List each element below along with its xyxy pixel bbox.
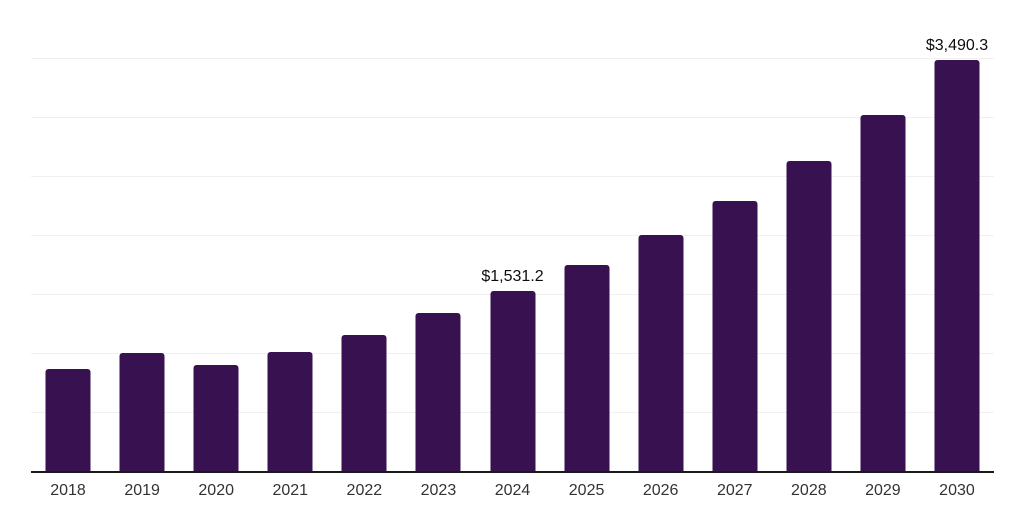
bar-slot: [550, 0, 624, 472]
gridline: [31, 176, 994, 177]
bar-2021: [267, 351, 313, 472]
bar-slot: [105, 0, 179, 472]
x-tick-label: 2027: [716, 482, 753, 499]
bar-2028: [786, 161, 832, 472]
x-tick-label: 2023: [420, 482, 457, 499]
bar-2026: [638, 235, 684, 472]
bar-value-label: $3,490.3: [925, 37, 989, 55]
bar-slot: $1,531.2: [475, 0, 549, 472]
bar-slot: [698, 0, 772, 472]
bar-slot: [624, 0, 698, 472]
gridline: [31, 235, 994, 236]
x-axis-line: [31, 471, 994, 473]
bar-2018: [45, 369, 91, 472]
x-tick-label: 2026: [642, 482, 679, 499]
bar-value-label: $1,531.2: [481, 268, 544, 286]
bar-2025: [564, 264, 610, 472]
bar-2023: [415, 313, 461, 472]
gridline: [31, 58, 994, 59]
bar-slot: [327, 0, 401, 472]
bar-slot: [846, 0, 920, 472]
bar-2024: [490, 291, 535, 472]
bar-slot: [401, 0, 475, 472]
x-tick-label: 2028: [791, 482, 827, 499]
bar-2020: [193, 365, 239, 472]
bar-slot: [772, 0, 846, 472]
x-tick-label: 2029: [865, 482, 901, 499]
bar-slot: [31, 0, 105, 472]
x-tick-label: 2019: [124, 482, 160, 499]
bar-slot: [179, 0, 253, 472]
bar-2022: [341, 334, 387, 472]
bar-2019: [119, 353, 165, 472]
x-tick-label: 2020: [198, 482, 234, 499]
x-axis-labels: 2018 2019 2020 2021 2022 2023 2024 2025 2026 2027…: [31, 481, 994, 501]
bars: $1,531.2 $3,490.3: [31, 0, 994, 472]
x-tick-label: 2030: [939, 482, 975, 499]
x-tick-label: 2022: [346, 482, 383, 499]
x-tick-label: 2025: [568, 482, 605, 499]
bar-2029: [860, 115, 906, 472]
bar-2030: [934, 60, 980, 472]
bar-2027: [712, 201, 758, 472]
bar-slot: $3,490.3: [920, 0, 994, 472]
plot-area: $1,531.2 $3,490.3: [31, 0, 994, 473]
x-tick-label: 2018: [50, 482, 86, 499]
x-tick-label: 2021: [272, 482, 309, 499]
gridline: [31, 117, 994, 118]
bar-slot: [253, 0, 327, 472]
x-tick-label: 2024: [494, 482, 531, 499]
